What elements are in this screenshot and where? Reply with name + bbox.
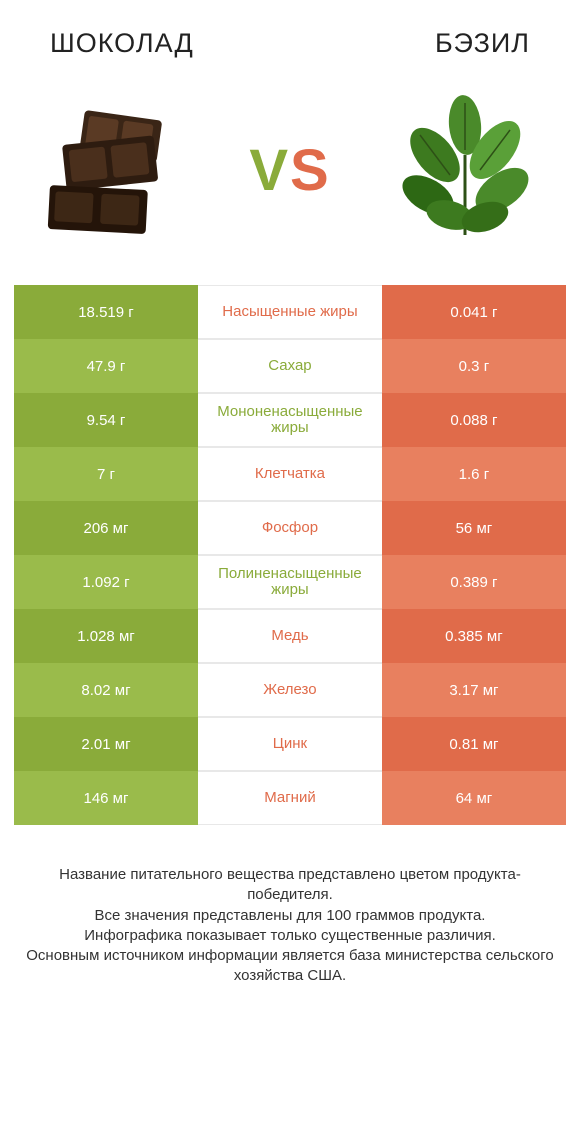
right-value: 0.385 мг [382, 609, 566, 663]
nutrient-label: Магний [198, 771, 382, 825]
vs-v: V [249, 138, 290, 203]
right-value: 56 мг [382, 501, 566, 555]
nutrient-label: Медь [198, 609, 382, 663]
table-row: 146 мгМагний64 мг [14, 771, 566, 825]
right-value: 0.389 г [382, 555, 566, 609]
table-row: 1.028 мгМедь0.385 мг [14, 609, 566, 663]
left-value: 7 г [14, 447, 198, 501]
vs-row: VS [0, 75, 580, 285]
right-value: 1.6 г [382, 447, 566, 501]
right-food-title: БЭЗИЛ [435, 28, 530, 59]
vs-label: VS [249, 137, 330, 204]
nutrient-label: Сахар [198, 339, 382, 393]
left-value: 1.092 г [14, 555, 198, 609]
table-row: 47.9 гСахар0.3 г [14, 339, 566, 393]
chocolate-icon [40, 100, 190, 240]
right-value: 64 мг [382, 771, 566, 825]
footer-line-3: Инфографика показывает только существенн… [24, 926, 556, 946]
basil-image [380, 85, 550, 255]
table-row: 18.519 гНасыщенные жиры0.041 г [14, 285, 566, 339]
right-value: 0.041 г [382, 285, 566, 339]
footer-notes: Название питательного вещества представл… [0, 825, 580, 987]
left-value: 206 мг [14, 501, 198, 555]
header: ШОКОЛАД БЭЗИЛ [0, 0, 580, 75]
nutrient-label: Клетчатка [198, 447, 382, 501]
footer-line-2: Все значения представлены для 100 граммо… [24, 906, 556, 926]
left-value: 1.028 мг [14, 609, 198, 663]
left-value: 18.519 г [14, 285, 198, 339]
right-value: 0.088 г [382, 393, 566, 447]
right-value: 0.81 мг [382, 717, 566, 771]
table-row: 7 гКлетчатка1.6 г [14, 447, 566, 501]
nutrient-label: Полиненасыщенные жиры [198, 555, 382, 609]
footer-line-1: Название питательного вещества представл… [24, 865, 556, 906]
table-row: 9.54 гМононенасыщенные жиры0.088 г [14, 393, 566, 447]
table-row: 2.01 мгЦинк0.81 мг [14, 717, 566, 771]
nutrient-label: Мононенасыщенные жиры [198, 393, 382, 447]
table-row: 1.092 гПолиненасыщенные жиры0.389 г [14, 555, 566, 609]
nutrient-label: Фосфор [198, 501, 382, 555]
chocolate-image [30, 85, 200, 255]
comparison-table: 18.519 гНасыщенные жиры0.041 г47.9 гСаха… [14, 285, 566, 825]
basil-icon [390, 95, 540, 245]
nutrient-label: Железо [198, 663, 382, 717]
table-row: 206 мгФосфор56 мг [14, 501, 566, 555]
left-value: 146 мг [14, 771, 198, 825]
left-value: 8.02 мг [14, 663, 198, 717]
left-food-title: ШОКОЛАД [50, 28, 194, 59]
nutrient-label: Цинк [198, 717, 382, 771]
vs-s: S [290, 138, 331, 203]
nutrient-label: Насыщенные жиры [198, 285, 382, 339]
left-value: 47.9 г [14, 339, 198, 393]
left-value: 2.01 мг [14, 717, 198, 771]
left-value: 9.54 г [14, 393, 198, 447]
footer-line-4: Основным источником информации является … [24, 946, 556, 987]
right-value: 3.17 мг [382, 663, 566, 717]
table-row: 8.02 мгЖелезо3.17 мг [14, 663, 566, 717]
right-value: 0.3 г [382, 339, 566, 393]
